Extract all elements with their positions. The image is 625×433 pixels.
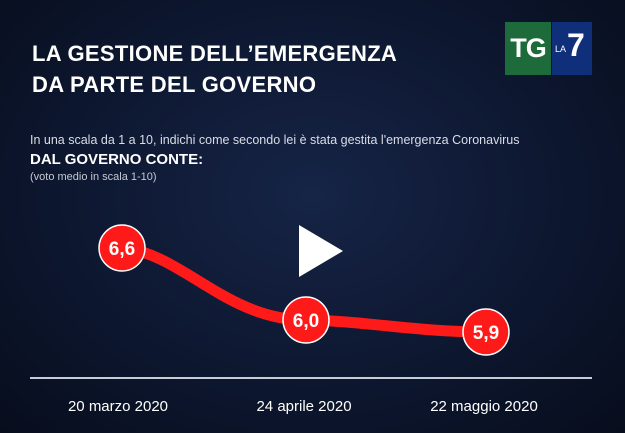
data-point-marker [282, 296, 330, 344]
tg-la7-logo: TG LA 7 [505, 22, 592, 75]
play-icon[interactable] [289, 221, 349, 281]
chart-title: LA GESTIONE DELL’EMERGENZA DA PARTE DEL … [32, 38, 397, 100]
data-points: 6,6 6,0 5,9 [98, 224, 510, 356]
logo-seven: 7 [567, 27, 585, 63]
data-label: 6,6 [109, 239, 135, 260]
x-tick-label: 22 maggio 2020 [430, 398, 538, 415]
data-point-marker [98, 224, 146, 272]
logo-tg: TG [505, 22, 551, 75]
x-tick-label: 24 aprile 2020 [256, 398, 352, 415]
survey-subject: DAL GOVERNO CONTE: [30, 151, 203, 168]
x-tick-label: 20 marzo 2020 [67, 398, 169, 415]
scale-note: (voto medio in scala 1-10) [30, 171, 157, 183]
title-line-1: LA GESTIONE DELL’EMERGENZA [32, 41, 398, 66]
data-label: 6,0 [293, 311, 319, 332]
logo-la: LA [555, 44, 567, 54]
data-label: 5,9 [473, 323, 499, 344]
survey-question: In una scala da 1 a 10, indichi come sec… [30, 133, 520, 147]
data-point-marker [462, 308, 510, 356]
title-line-2: DA PARTE DEL GOVERNO [32, 72, 317, 97]
survey-subject-text: DAL GOVERNO CONTE [30, 151, 199, 168]
survey-subject-colon: : [198, 151, 204, 168]
logo-la7: LA 7 [552, 22, 592, 75]
